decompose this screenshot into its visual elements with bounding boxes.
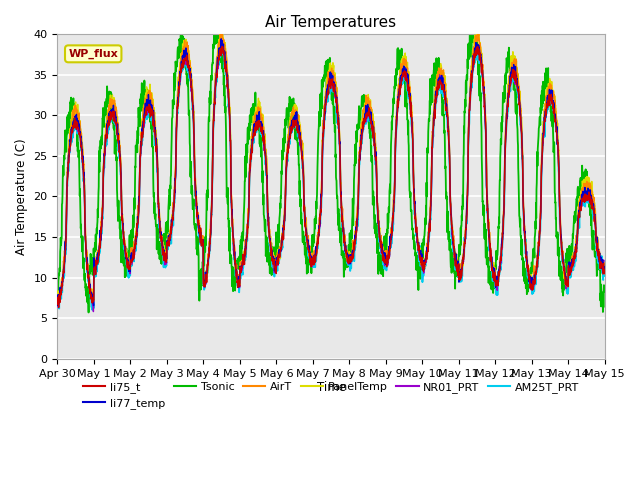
AM25T_PRT xyxy=(348,265,355,271)
Tsonic xyxy=(601,287,609,292)
PanelTemp xyxy=(359,109,367,115)
AirT xyxy=(55,299,63,305)
Tsonic xyxy=(84,310,92,315)
AirT xyxy=(568,264,576,269)
AM25T_PRT xyxy=(359,126,367,132)
Line: PanelTemp: PanelTemp xyxy=(58,31,605,301)
NR01_PRT xyxy=(359,122,367,128)
Tsonic xyxy=(553,232,561,238)
AirT xyxy=(491,273,499,278)
AM25T_PRT xyxy=(219,43,227,49)
Tsonic xyxy=(470,16,477,22)
Text: WP_flux: WP_flux xyxy=(68,48,118,59)
PanelTemp xyxy=(474,28,481,34)
li77_temp xyxy=(348,255,355,261)
li77_temp xyxy=(54,298,61,304)
Line: AirT: AirT xyxy=(58,32,605,302)
li77_temp xyxy=(491,265,499,271)
li75_t xyxy=(568,262,576,268)
NR01_PRT xyxy=(491,268,499,274)
Tsonic xyxy=(491,267,499,273)
AM25T_PRT xyxy=(207,243,214,249)
Y-axis label: Air Temperature (C): Air Temperature (C) xyxy=(15,138,28,255)
NR01_PRT xyxy=(54,300,61,305)
Tsonic xyxy=(207,88,214,94)
li75_t xyxy=(491,275,499,281)
NR01_PRT xyxy=(207,231,214,237)
Line: NR01_PRT: NR01_PRT xyxy=(58,43,605,312)
li77_temp xyxy=(207,236,214,242)
PanelTemp xyxy=(553,118,561,123)
Line: li75_t: li75_t xyxy=(58,47,605,308)
AirT xyxy=(348,254,355,260)
AirT xyxy=(359,107,367,113)
AirT xyxy=(207,223,214,229)
li77_temp xyxy=(218,36,225,42)
NR01_PRT xyxy=(553,130,561,135)
AM25T_PRT xyxy=(601,273,609,279)
NR01_PRT xyxy=(348,253,355,259)
Line: li77_temp: li77_temp xyxy=(58,39,605,306)
PanelTemp xyxy=(54,295,61,300)
AirT xyxy=(601,260,609,266)
NR01_PRT xyxy=(219,40,227,46)
li75_t xyxy=(54,295,61,300)
Title: Air Temperatures: Air Temperatures xyxy=(266,15,397,30)
PanelTemp xyxy=(491,275,499,281)
AM25T_PRT xyxy=(88,307,96,313)
li77_temp xyxy=(568,261,576,266)
AirT xyxy=(218,29,226,35)
NR01_PRT xyxy=(90,309,97,314)
NR01_PRT xyxy=(601,265,609,271)
li75_t xyxy=(55,305,63,311)
li75_t xyxy=(359,119,367,124)
li75_t xyxy=(601,267,609,273)
Tsonic xyxy=(359,103,367,109)
Line: AM25T_PRT: AM25T_PRT xyxy=(58,46,605,310)
PanelTemp xyxy=(207,234,214,240)
NR01_PRT xyxy=(568,258,576,264)
AirT xyxy=(54,295,61,301)
AM25T_PRT xyxy=(54,294,61,300)
PanelTemp xyxy=(347,252,355,258)
li75_t xyxy=(348,256,355,262)
PanelTemp xyxy=(601,261,609,266)
X-axis label: Time: Time xyxy=(317,382,346,395)
AM25T_PRT xyxy=(553,126,561,132)
li75_t xyxy=(218,44,226,49)
AirT xyxy=(553,118,561,124)
Tsonic xyxy=(54,271,61,276)
AM25T_PRT xyxy=(568,264,576,269)
Line: Tsonic: Tsonic xyxy=(58,19,605,312)
li75_t xyxy=(553,134,561,140)
PanelTemp xyxy=(568,258,576,264)
Tsonic xyxy=(568,246,576,252)
li75_t xyxy=(207,236,214,241)
AM25T_PRT xyxy=(491,273,499,279)
PanelTemp xyxy=(90,298,97,304)
li77_temp xyxy=(54,303,61,309)
Tsonic xyxy=(347,228,355,234)
li77_temp xyxy=(553,124,561,130)
Legend: li75_t, li77_temp, Tsonic, AirT, PanelTemp, NR01_PRT, AM25T_PRT: li75_t, li77_temp, Tsonic, AirT, PanelTe… xyxy=(79,377,584,414)
li77_temp xyxy=(359,120,367,126)
li77_temp xyxy=(601,264,609,270)
